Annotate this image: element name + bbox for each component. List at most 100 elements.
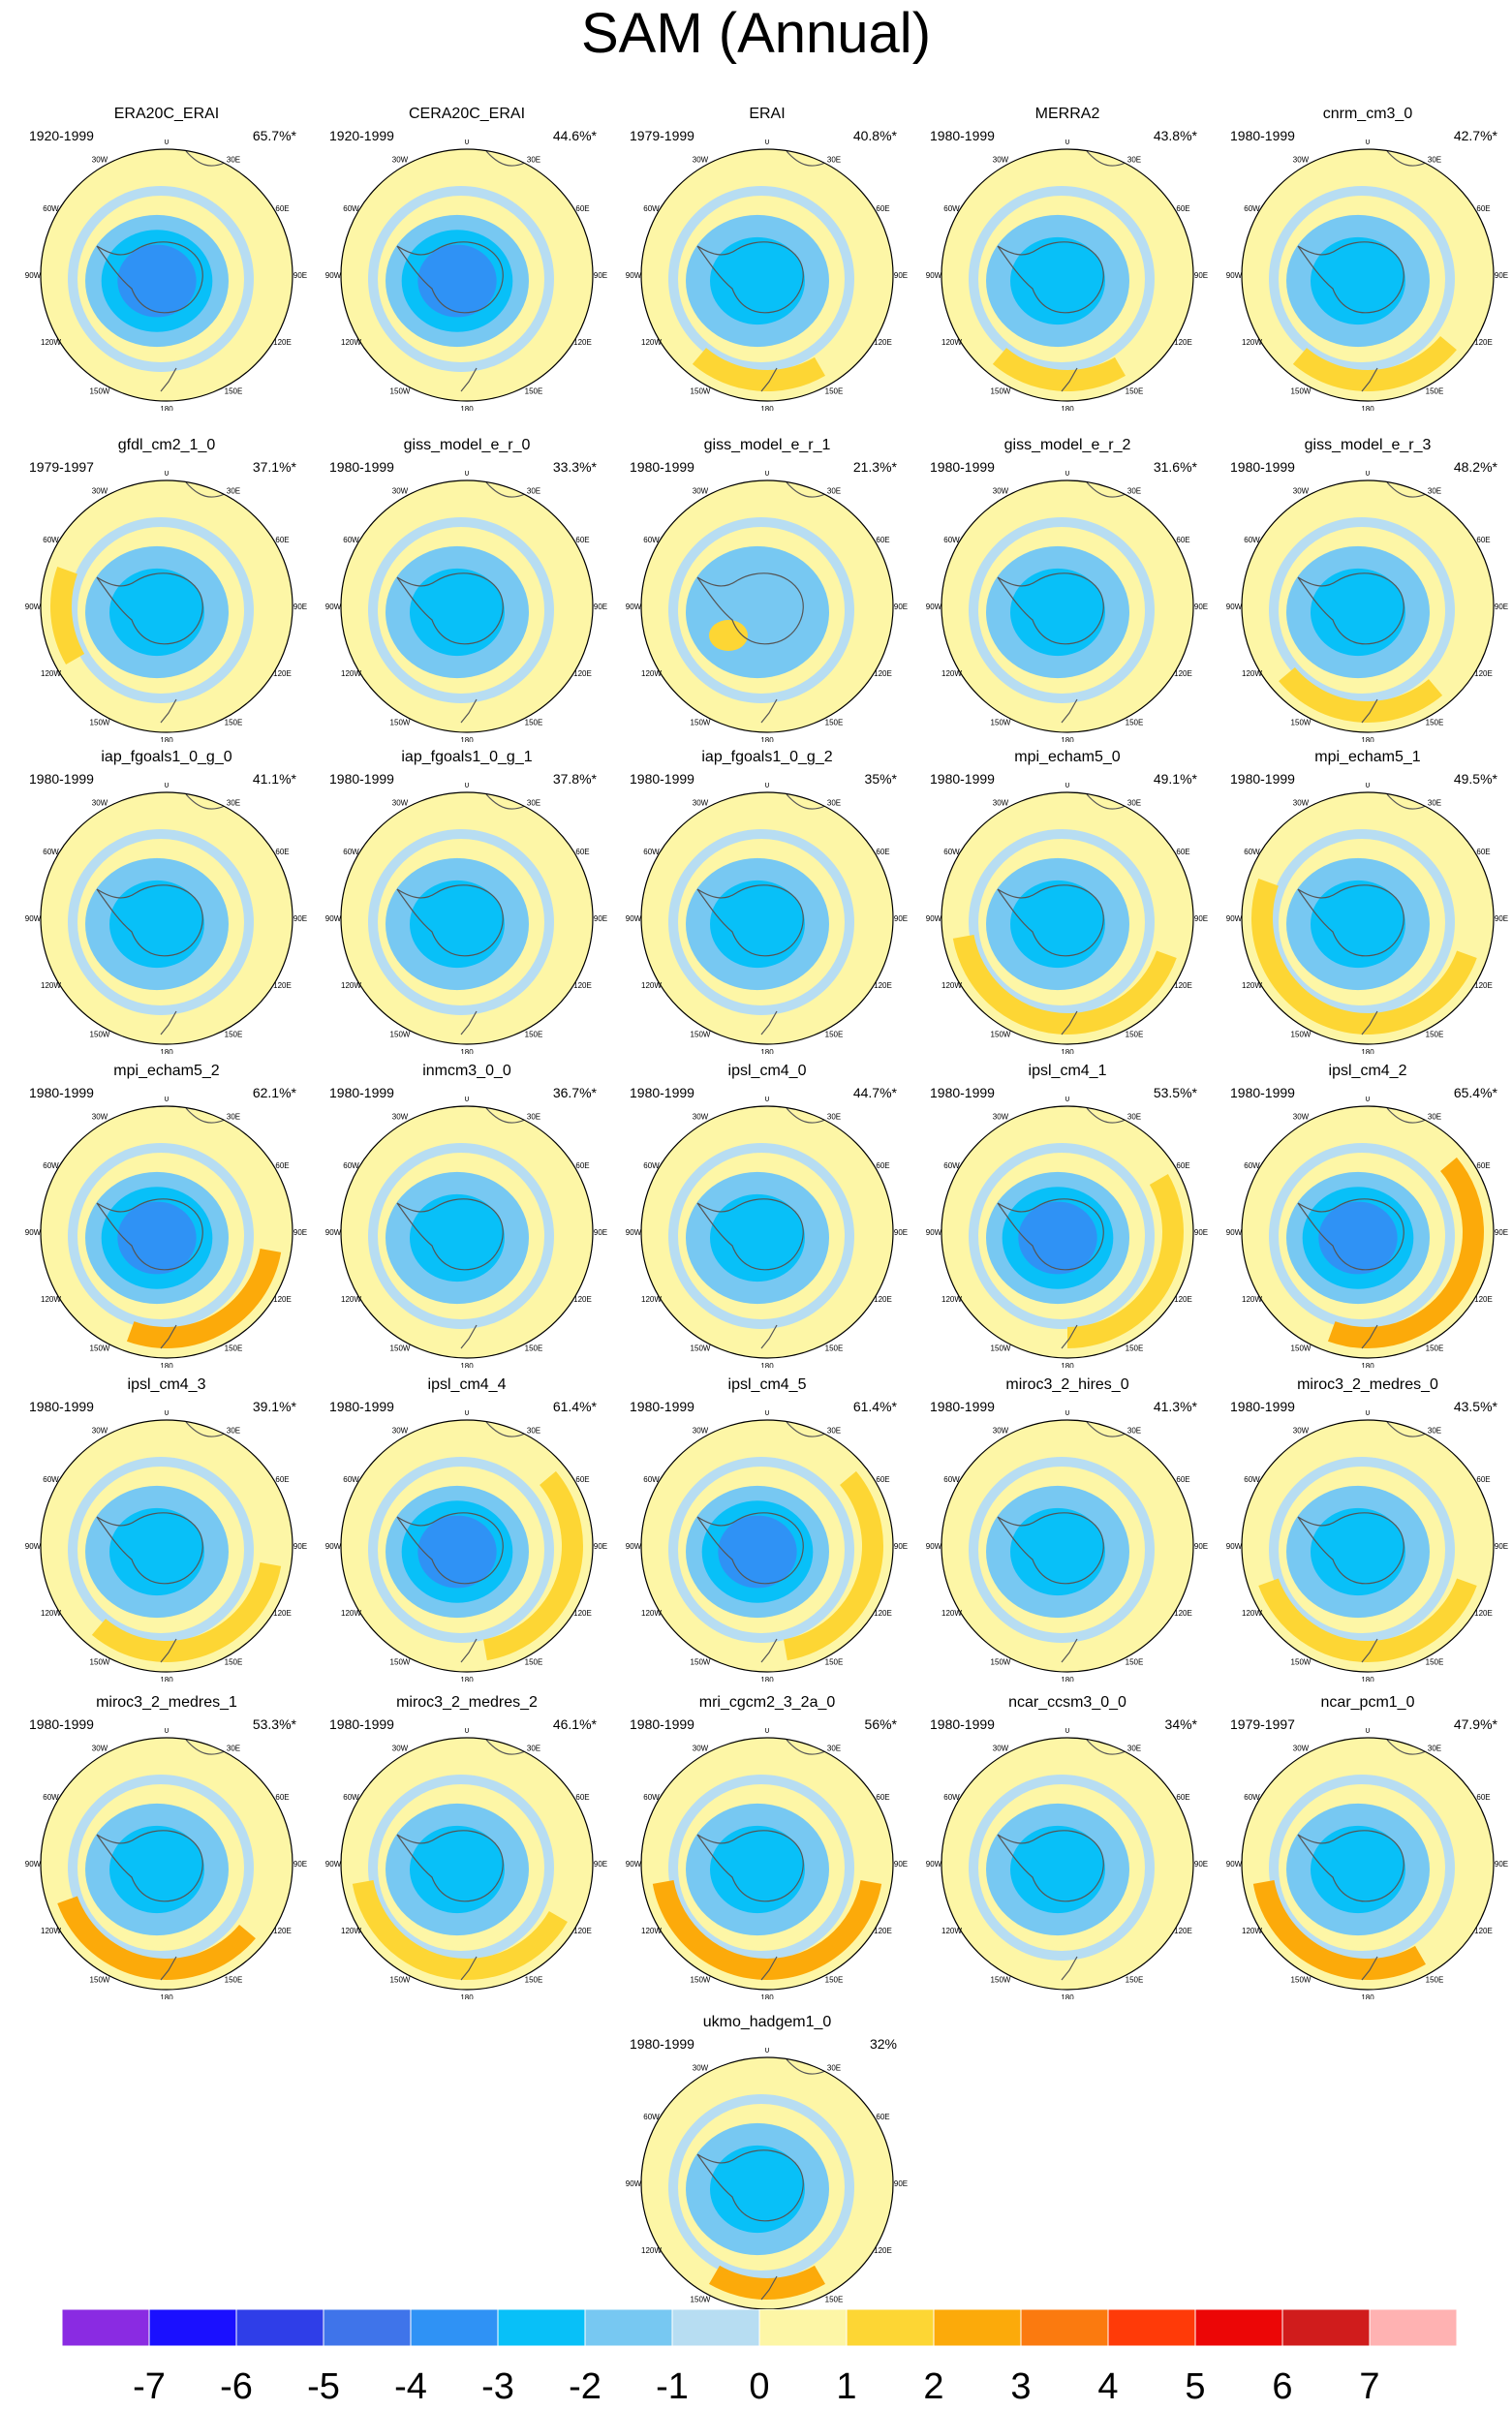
longitude-label: 150W: [390, 1344, 411, 1353]
longitude-label: 150E: [525, 1658, 543, 1667]
panel-period: 1980-1999: [29, 1085, 94, 1100]
longitude-label: 180: [1361, 405, 1374, 411]
longitude-label: 180: [1061, 1362, 1074, 1368]
longitude-label: 30E: [527, 155, 540, 164]
panel-period: 1980-1999: [1230, 1399, 1295, 1414]
panel-period: 1980-1999: [930, 1085, 995, 1100]
panel-variance-pct: 41.1%*: [252, 771, 296, 787]
longitude-label: 30E: [827, 1112, 841, 1121]
africa-coastline: [485, 1739, 526, 1755]
africa-coastline: [185, 793, 226, 810]
longitude-label: 30W: [392, 798, 409, 807]
negative-anomaly: [686, 545, 829, 679]
negative-anomaly: [1010, 880, 1105, 969]
longitude-label: 120E: [874, 669, 892, 678]
colorbar-tick-label: 4: [1097, 2366, 1118, 2407]
panel-period: 1980-1999: [630, 1716, 694, 1732]
map-border: [1241, 1419, 1495, 1673]
longitude-label: 90W: [626, 1542, 642, 1551]
longitude-label: 90W: [25, 1860, 42, 1869]
polar-map: 0 30E 60E 90E 120E 150E 180 150W 120W 90W 60W 30W: [25, 471, 307, 742]
panel-period: 1980-1999: [329, 459, 394, 475]
panel-period: 1980-1999: [930, 128, 995, 143]
longitude-label: 180: [760, 1676, 774, 1682]
longitude-label: 30W: [392, 1112, 409, 1121]
longitude-label: 30W: [92, 798, 108, 807]
map-border: [640, 1105, 894, 1359]
positive-anomaly: [709, 2265, 825, 2300]
longitude-label: 30W: [392, 1426, 409, 1435]
map-border: [40, 1419, 293, 1673]
panel-period: 1980-1999: [630, 1085, 694, 1100]
longitude-label: 150W: [390, 1976, 411, 1985]
polar-map: 0 30E 60E 90E 120E 150E 180 150W 120W 90W 60W 30W: [926, 471, 1208, 742]
positive-anomaly: [352, 1880, 568, 1980]
positive-anomaly: [1252, 1880, 1426, 1980]
africa-coastline: [786, 1107, 826, 1124]
panel-variance-pct: 40.8%*: [852, 128, 897, 143]
panel-variance-pct: 43.5%*: [1453, 1399, 1497, 1414]
longitude-label: 60W: [1244, 1475, 1260, 1484]
longitude-label: 90E: [894, 271, 908, 280]
colorbar-segment: [1020, 2309, 1109, 2347]
panel-variance-pct: 31.6%*: [1153, 459, 1197, 475]
longitude-label: 120W: [341, 981, 361, 990]
antarctica-coastline: [696, 241, 804, 314]
panel-variance-pct: 62.1%*: [252, 1085, 296, 1100]
longitude-label: 60W: [643, 2113, 660, 2121]
new-zealand-coastline: [160, 1638, 177, 1663]
panel-title: ipsl_cm4_1: [1028, 1063, 1107, 1079]
africa-coastline: [185, 1739, 226, 1755]
longitude-label: 150W: [691, 1344, 711, 1353]
longitude-label: 120E: [1174, 1927, 1192, 1935]
longitude-label: 120E: [874, 981, 892, 990]
panel-period: 1980-1999: [630, 459, 694, 475]
longitude-label: 150E: [825, 719, 844, 727]
antarctica-coastline: [396, 1198, 504, 1271]
panel-variance-pct: 37.8%*: [552, 771, 597, 787]
longitude-label: 90W: [325, 271, 342, 280]
longitude-label: 30W: [392, 1744, 409, 1752]
longitude-label: 0: [165, 783, 170, 789]
new-zealand-coastline: [160, 1324, 177, 1349]
new-zealand-coastline: [1361, 1956, 1378, 1981]
polar-map: 0 30E 60E 90E 120E 150E 180 150W 120W 90W 60W 30W: [926, 139, 1208, 411]
panel-period: 1980-1999: [630, 2036, 694, 2052]
negative-anomaly: [109, 1507, 204, 1596]
panel-title: giss_model_e_r_3: [1304, 437, 1432, 453]
longitude-label: 120E: [1174, 981, 1192, 990]
longitude-label: 150E: [1426, 387, 1444, 396]
map-border: [941, 148, 1194, 402]
longitude-label: 120E: [273, 1927, 292, 1935]
colorbar-tick-label: -2: [569, 2366, 602, 2407]
panel-title: giss_model_e_r_0: [403, 437, 531, 453]
panel-period: 1980-1999: [930, 459, 995, 475]
negative-anomaly: [109, 1825, 204, 1914]
longitude-label: 120E: [1174, 1609, 1192, 1618]
longitude-label: 30W: [993, 155, 1009, 164]
africa-coastline: [1386, 793, 1427, 810]
map-panel: gfdl_cm2_1_0 1979-1997 37.1%* 0 30E 60E 90E 120…: [23, 436, 310, 746]
longitude-label: 0: [1366, 783, 1371, 789]
antarctica-coastline: [696, 884, 804, 957]
polar-map: 0 30E 60E 90E 120E 150E 180 150W 120W 90W 60W 30W: [626, 139, 908, 411]
longitude-label: 90E: [1194, 1228, 1208, 1237]
panel-title: ipsl_cm4_2: [1328, 1063, 1407, 1079]
map-border: [340, 791, 594, 1045]
panel-title: miroc3_2_medres_0: [1297, 1376, 1438, 1393]
longitude-label: 150E: [1426, 1976, 1444, 1985]
new-zealand-coastline: [1061, 367, 1078, 392]
longitude-label: 30E: [1428, 798, 1441, 807]
longitude-label: 30E: [527, 1744, 540, 1752]
longitude-label: 120E: [1474, 1927, 1493, 1935]
longitude-label: 60E: [876, 848, 889, 856]
longitude-label: 60E: [275, 1475, 289, 1484]
longitude-label: 150E: [525, 387, 543, 396]
map-border: [640, 148, 894, 402]
colorbar-segment: [933, 2309, 1022, 2347]
africa-coastline: [786, 1739, 826, 1755]
map-panel: ipsl_cm4_5 1980-1999 61.4%* 0 30E 60E 90E 120E 1…: [624, 1375, 910, 1685]
panel-title: inmcm3_0_0: [422, 1063, 511, 1079]
panel-period: 1980-1999: [630, 1399, 694, 1414]
longitude-label: 0: [465, 139, 470, 146]
